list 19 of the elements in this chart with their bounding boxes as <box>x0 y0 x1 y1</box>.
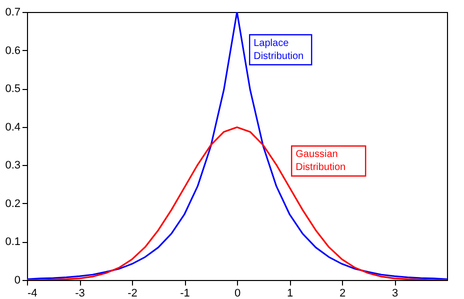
series-label: Gaussian Distribution <box>296 149 346 173</box>
x-tick-label: 1 <box>286 288 294 299</box>
y-tick-label: 0.2 <box>5 198 20 210</box>
y-tick-label: 0.4 <box>5 121 20 134</box>
y-tick-label: 0.7 <box>5 6 20 18</box>
x-tick-label: -4 <box>28 288 38 299</box>
x-tick-label: -2 <box>128 288 138 299</box>
x-tick-label: 3 <box>392 288 398 299</box>
x-tick-label: 0 <box>234 288 241 299</box>
y-tick-label: 0 <box>14 274 20 286</box>
y-tick-label: 0.1 <box>5 236 20 248</box>
line-series <box>27 126 447 280</box>
y-tick-label: 0.6 <box>5 44 20 57</box>
x-tick-label: 2 <box>339 288 346 299</box>
y-tick-label: 0.3 <box>5 160 20 172</box>
x-tick-label: -3 <box>75 288 85 299</box>
y-tick-label: 0.5 <box>5 83 20 96</box>
x-tick-label: -1 <box>180 288 190 299</box>
series-label: Laplace Distribution <box>254 38 304 62</box>
